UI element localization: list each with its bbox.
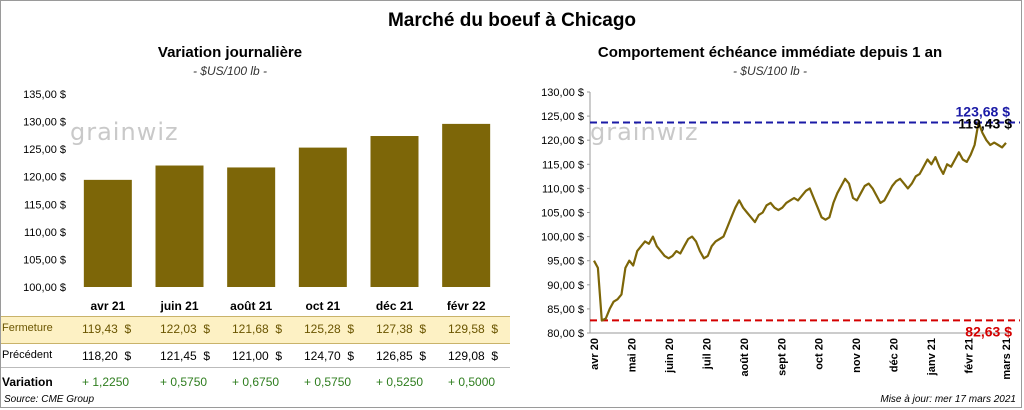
line-x-tick-label: août 20 [739, 338, 751, 377]
table-row-label: Précédent [2, 349, 53, 361]
table-row-label: Fermeture [2, 322, 53, 334]
table-row-label: Variation [2, 375, 53, 389]
bar [370, 136, 419, 287]
bar [83, 179, 132, 287]
table-separator [1, 367, 510, 368]
line-y-tick-label: 105,00 $ [541, 208, 584, 220]
line-x-tick-label: mai 20 [626, 338, 638, 372]
right-chart-unit: - $US/100 lb - [732, 64, 808, 78]
line-x-tick-label: mars 21 [1001, 338, 1013, 380]
line-x-tick-label: févr 21 [964, 338, 976, 373]
line-y-tick-label: 115,00 $ [542, 159, 584, 171]
bar-y-tick-label: 125,00 $ [23, 144, 66, 156]
table-cell: 127,38 $ [376, 322, 427, 336]
table-cell: + 0,5250 [376, 375, 424, 389]
right-chart-title: Comportement échéance immédiate depuis 1… [597, 44, 943, 61]
table-cell: 129,58 $ [448, 322, 499, 336]
bar-category-label: avr 21 [90, 299, 125, 313]
table-cell: 126,85 $ [376, 349, 427, 363]
line-x-tick-label: juil 20 [701, 338, 713, 370]
update-note: Mise à jour: mer 17 mars 2021 [880, 394, 1016, 405]
line-y-tick-label: 130,00 $ [541, 87, 584, 99]
bar [155, 165, 204, 287]
bar-category-label: août 21 [230, 299, 272, 313]
bar-category-label: févr 22 [447, 299, 486, 313]
table-cell: 124,70 $ [304, 349, 355, 363]
bar [298, 147, 347, 287]
line-x-tick-label: oct 20 [814, 338, 826, 370]
bar-y-tick-label: 105,00 $ [23, 254, 66, 266]
last-value-label: 119,43 $ [958, 115, 1012, 131]
left-chart-unit: - $US/100 lb - [192, 64, 268, 78]
bar-y-tick-label: 115,00 $ [24, 199, 66, 211]
line-y-tick-label: 125,00 $ [541, 111, 584, 123]
line-y-tick-label: 95,00 $ [547, 256, 584, 268]
bar-category-label: oct 21 [305, 299, 340, 313]
line-y-tick-label: 110,00 $ [542, 183, 584, 195]
max-value-label: 123,68 $ [956, 103, 1011, 119]
bar-y-tick-label: 110,00 $ [24, 227, 66, 239]
line-x-tick-label: janv 21 [926, 338, 938, 376]
table-cell: + 0,6750 [232, 375, 280, 389]
line-x-tick-label: nov 20 [851, 338, 863, 373]
bar [442, 123, 491, 288]
line-y-tick-label: 120,00 $ [541, 135, 584, 147]
highlight-row-background [1, 316, 510, 344]
table-cell: 121,45 $ [160, 349, 211, 363]
min-value-label: 82,63 $ [965, 323, 1012, 339]
table-cell: 118,20 $ [82, 349, 132, 363]
price-line [593, 121, 1007, 322]
left-watermark-logo: grainwiz [70, 118, 179, 146]
line-y-tick-label: 90,00 $ [547, 280, 584, 292]
bar-category-label: juin 21 [159, 299, 198, 313]
table-cell: 121,00 $ [232, 349, 283, 363]
line-x-tick-label: sept 20 [776, 338, 788, 376]
table-cell: 125,28 $ [304, 322, 355, 336]
line-x-tick-label: juin 20 [664, 338, 676, 374]
table-cell: 121,68 $ [232, 322, 283, 336]
bar [227, 167, 276, 287]
bar-y-tick-label: 135,00 $ [23, 89, 66, 101]
bar-y-tick-label: 100,00 $ [23, 282, 66, 294]
bar-category-label: déc 21 [376, 299, 414, 313]
line-y-tick-label: 80,00 $ [547, 328, 584, 340]
table-cell: 119,43 $ [82, 322, 132, 336]
line-y-tick-label: 100,00 $ [541, 232, 584, 244]
line-x-tick-label: avr 20 [589, 338, 601, 370]
table-cell: + 0,5000 [448, 375, 496, 389]
bar-y-tick-label: 120,00 $ [23, 172, 66, 184]
line-x-tick-label: déc 20 [889, 338, 901, 372]
left-chart-title: Variation journalière [157, 44, 303, 61]
bar-y-tick-label: 130,00 $ [23, 117, 66, 129]
page-title: Marché du boeuf à Chicago [387, 10, 637, 31]
table-cell: + 1,2250 [82, 375, 130, 389]
table-cell: 122,03 $ [160, 322, 211, 336]
table-cell: + 0,5750 [304, 375, 352, 389]
line-y-tick-label: 85,00 $ [547, 304, 584, 316]
bar-chart: 100,00 $ 105,00 $ 110,00 $ 115,00 $ 120,00 $… [23, 89, 491, 313]
table-cell: 129,08 $ [448, 349, 499, 363]
table-cell: + 0,5750 [160, 375, 208, 389]
source-note: Source: CME Group [4, 394, 95, 405]
